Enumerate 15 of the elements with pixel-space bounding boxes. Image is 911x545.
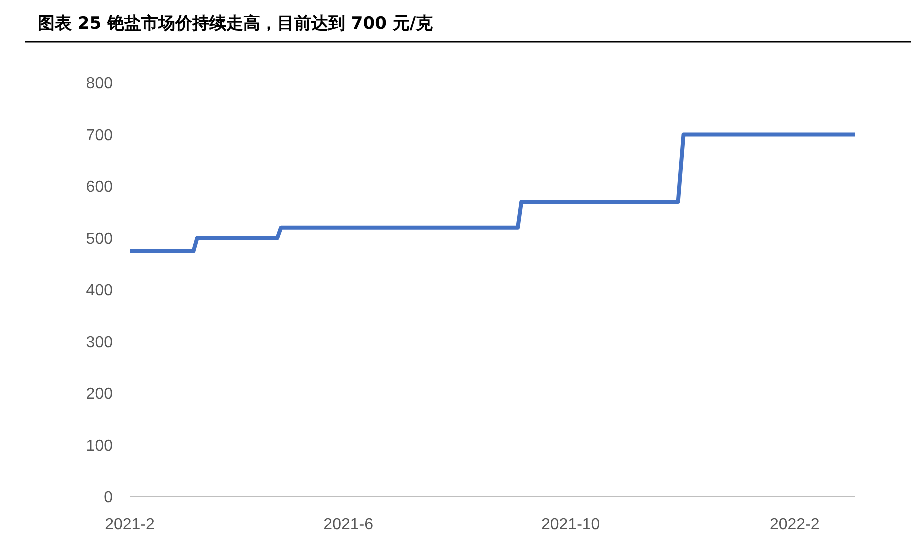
y-tick-label: 0: [104, 490, 114, 507]
y-tick-label: 700: [86, 127, 114, 144]
y-tick-label: 300: [86, 334, 114, 352]
x-tick-label: 2021-10: [541, 516, 600, 534]
y-tick-label: 500: [86, 230, 114, 248]
x-tick-label: 2021-6: [324, 516, 374, 534]
y-tick-label: 800: [86, 76, 114, 93]
x-tick-label: 2021-2: [105, 516, 156, 534]
y-tick-label: 400: [86, 282, 114, 300]
y-tick-label: 100: [86, 438, 114, 455]
y-tick-label: 600: [86, 179, 114, 196]
x-tick-label: 2022-2: [770, 516, 820, 534]
chart-title: 图表 25 铯盐市场价持续走高，目前达到 700 元/克: [38, 14, 434, 34]
y-tick-label: 200: [86, 386, 114, 404]
line-series: [128, 132, 857, 254]
